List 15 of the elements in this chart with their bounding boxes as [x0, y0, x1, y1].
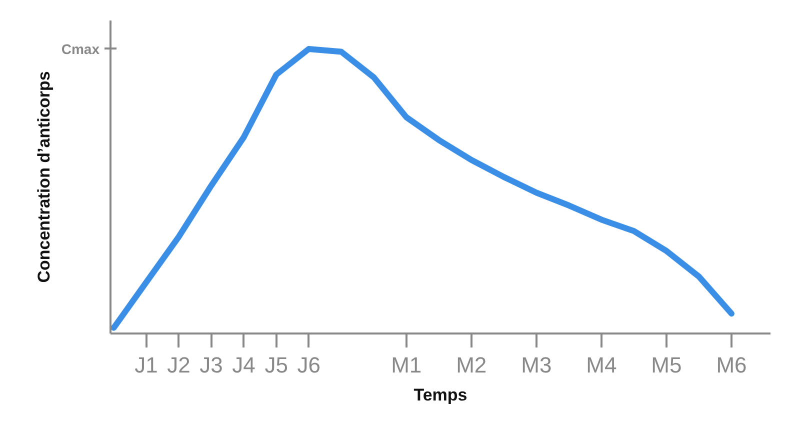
x-tick-label: J1	[134, 352, 158, 378]
x-tick-label: J5	[264, 352, 288, 378]
x-tick-label: M2	[456, 352, 487, 378]
x-tick-label: M4	[586, 352, 617, 378]
x-axis-title: Temps	[414, 386, 468, 404]
x-tick-label: M3	[521, 352, 552, 378]
x-tick-label: M5	[651, 352, 682, 378]
x-tick-label: M6	[716, 352, 747, 378]
text: Cmax	[61, 40, 100, 57]
x-tick-label: J6	[297, 352, 320, 378]
x-tick-label: J2	[167, 352, 190, 378]
y-axis-title: Concentration d’anticorps	[34, 71, 54, 283]
x-tick-label: J3	[200, 352, 223, 378]
x-tick-label: J4	[232, 352, 256, 378]
x-tick-label: M1	[391, 352, 422, 378]
